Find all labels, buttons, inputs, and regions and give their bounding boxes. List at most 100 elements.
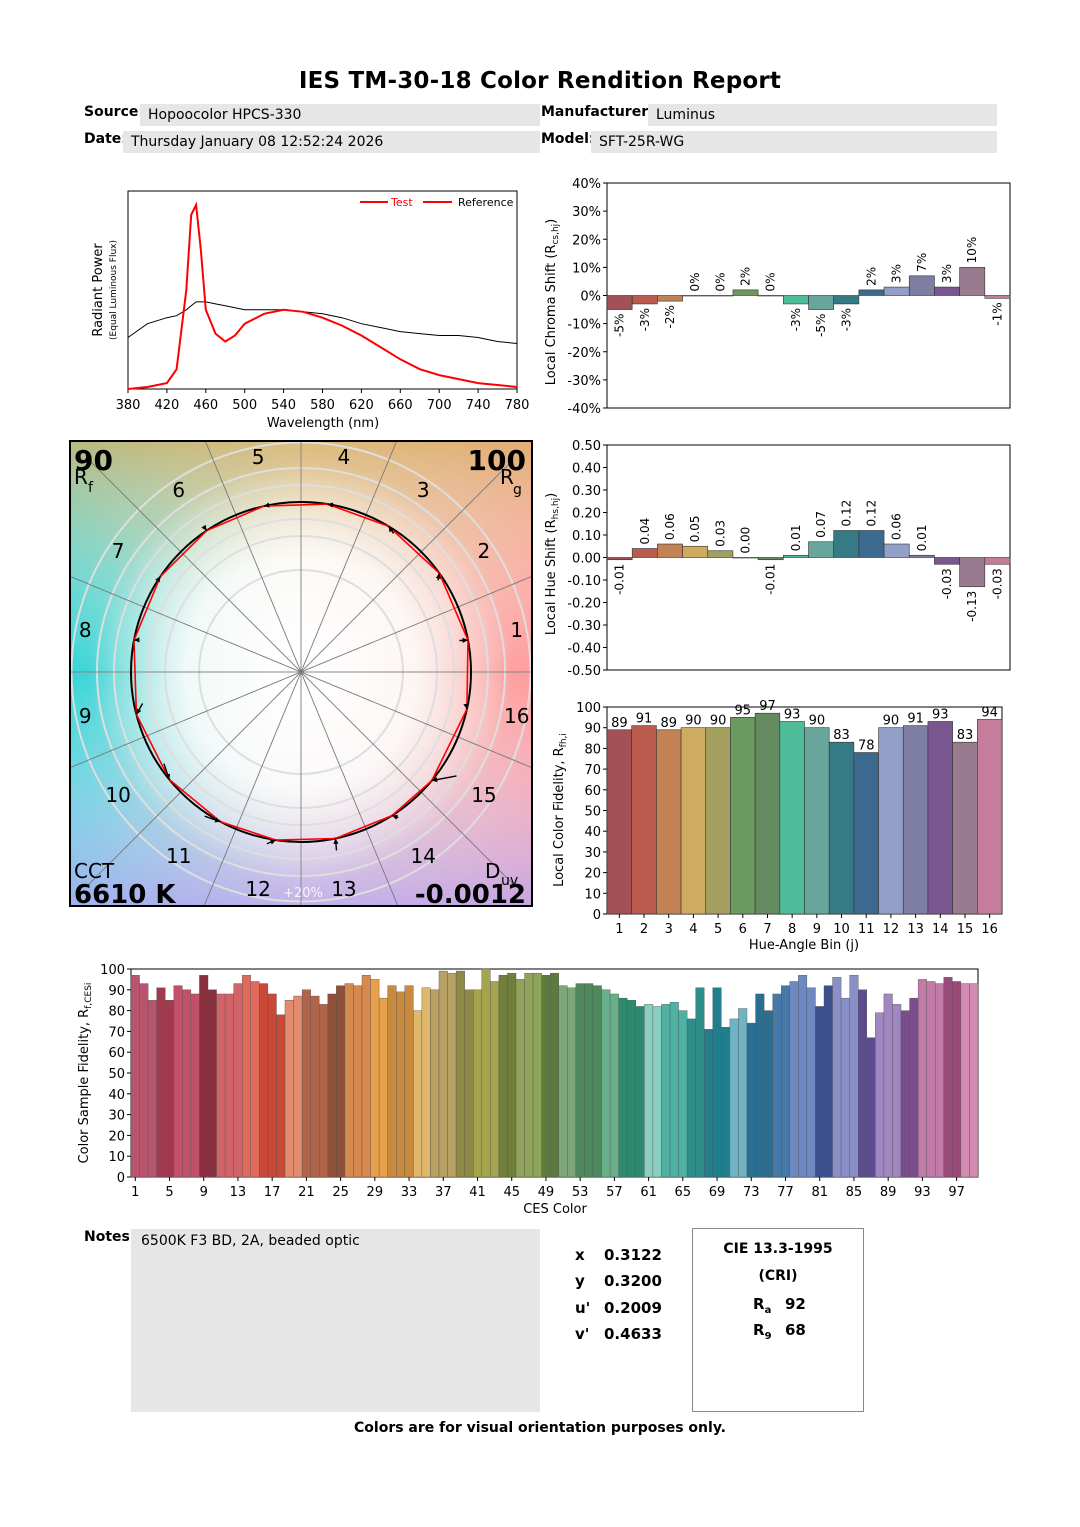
cvg-arrow-head — [388, 526, 394, 533]
ces-bar — [601, 989, 611, 1178]
date-label: Date: — [84, 131, 127, 147]
hue-data-label: -0.03 — [940, 568, 954, 599]
r9-value: 68 — [785, 1321, 806, 1339]
chroma-bar — [908, 275, 935, 296]
cvg-arrow-head — [392, 814, 398, 820]
ces-bar — [772, 993, 782, 1178]
spd-x-tick-label: 380 — [116, 398, 141, 413]
y-tick-label: 30 — [584, 846, 601, 861]
model-label: Model: — [541, 131, 595, 147]
y-tick-label: -40% — [567, 402, 601, 417]
chroma-bar — [631, 295, 658, 305]
hue-data-label: -0.01 — [764, 564, 778, 595]
y-tick-label: 0 — [593, 908, 601, 923]
fidelity-bars: 89 1 91 2 89 3 90 4 90 5 95 6 97 7 93 8 90 9 83 10 78 11 90 12 9… — [606, 699, 1003, 937]
fidelity-x-tick-label: 13 — [907, 922, 924, 937]
ces-bar — [276, 1014, 286, 1178]
hue-y-label-group: Local Hue Shift (Rhs,hj) — [544, 493, 561, 635]
ces-x-tick-label: 9 — [200, 1185, 208, 1200]
cvg-arrow-head — [134, 637, 140, 643]
ces-x-tick-label: 21 — [298, 1185, 315, 1200]
cvg-bin-label: 4 — [338, 445, 351, 469]
cvg-bin-label: 15 — [471, 783, 496, 807]
spd-x-tick-label: 540 — [271, 398, 296, 413]
y-tick-label: 30% — [572, 205, 601, 220]
y-tick-label: 20 — [584, 867, 601, 882]
ces-bar — [558, 985, 568, 1178]
fidelity-bar — [878, 727, 904, 915]
ces-x-tick-label: 93 — [914, 1185, 931, 1200]
cct-label: CCT — [74, 859, 115, 883]
cvg-bin-label: 3 — [417, 478, 430, 502]
duv-sub: uv — [501, 873, 518, 889]
duv-label: D — [485, 859, 500, 883]
y-tick-label: 40% — [572, 177, 601, 192]
y-tick-label: -0.30 — [567, 619, 601, 634]
fidelity-bar — [804, 727, 830, 915]
y-tick-label: 0% — [580, 290, 601, 305]
spd-x-tick-label: 420 — [154, 398, 179, 413]
r9-row: R9 — [753, 1321, 772, 1342]
spd-y-label: Radiant Power — [91, 243, 106, 337]
y-tick-label: 50 — [584, 805, 601, 820]
cri-title: CIE 13.3-1995 — [723, 1241, 833, 1257]
chroma-data-label: 10% — [965, 237, 979, 264]
fidelity-x-tick-label: 9 — [813, 922, 821, 937]
ces-bar — [301, 989, 311, 1178]
hue-bar — [631, 548, 658, 558]
ces-bar — [396, 991, 405, 1178]
ces-bar — [550, 972, 559, 1178]
coord-v-value: 0.4633 — [604, 1325, 662, 1343]
y-tick-label: 100 — [576, 701, 601, 716]
ces-bar — [413, 1010, 423, 1178]
ces-bar — [293, 995, 303, 1178]
ces-x-tick-label: 89 — [880, 1185, 897, 1200]
ces-bar — [344, 983, 354, 1178]
chroma-data-label: -1% — [990, 302, 1004, 325]
ces-bar — [729, 1018, 739, 1178]
cri-box: CIE 13.3-1995 (CRI) Ra 92 R9 68 — [692, 1228, 864, 1412]
ces-bar — [806, 987, 816, 1178]
legend-test-label: Test — [390, 196, 413, 209]
chroma-bar — [858, 289, 885, 296]
fidelity-x-tick-label: 15 — [957, 922, 974, 937]
hue-data-label: 0.03 — [713, 520, 727, 547]
manufacturer-value: Luminus — [648, 104, 997, 126]
ces-bar — [644, 1004, 654, 1178]
ces-bar — [832, 977, 842, 1178]
cvg-bin-label: 6 — [172, 478, 185, 502]
ces-bar — [541, 975, 551, 1178]
ces-bar — [421, 987, 431, 1178]
hue-bar — [657, 543, 683, 558]
ra-value: 92 — [785, 1295, 806, 1313]
chroma-data-label: 0% — [713, 272, 727, 291]
y-tick-label: -0.40 — [567, 642, 601, 657]
ces-x-tick-label: 5 — [165, 1185, 173, 1200]
ces-bar — [969, 983, 979, 1178]
ces-bar — [627, 1000, 636, 1178]
ces-bar — [353, 985, 363, 1178]
ces-bar — [387, 985, 397, 1178]
spd-x-tick-label: 740 — [466, 398, 491, 413]
cvg-arrow-head — [269, 839, 276, 845]
ces-x-tick-label: 73 — [743, 1185, 760, 1200]
chroma-bar — [783, 295, 809, 305]
ces-bar — [952, 981, 962, 1178]
fidelity-y-ticks: 0 10 20 30 40 50 60 70 80 90 100 — [576, 701, 607, 923]
hue-bar — [783, 554, 809, 558]
hue-bar — [606, 557, 633, 561]
fidelity-bar — [606, 729, 632, 915]
ces-bar — [686, 1018, 696, 1178]
cri-subtitle: (CRI) — [758, 1268, 798, 1284]
cvg-spoke — [70, 575, 532, 769]
ces-bar — [609, 993, 619, 1178]
fidelity-x-tick-label: 5 — [714, 922, 722, 937]
ces-bar — [259, 983, 269, 1178]
ces-bar — [781, 985, 790, 1178]
chroma-data-label: -2% — [663, 305, 677, 328]
spd-x-tick-label: 700 — [427, 398, 452, 413]
hue-bar — [707, 550, 734, 558]
fidelity-y-label-group: Local Color Fidelity, Rfh,i — [552, 733, 569, 887]
hue-data-label: 0.12 — [864, 500, 878, 527]
